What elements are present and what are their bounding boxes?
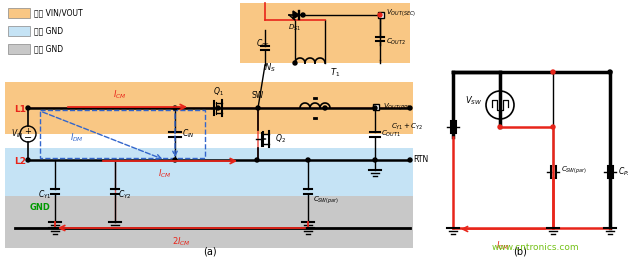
Bar (378, 12, 384, 18)
Text: RTN: RTN (413, 155, 428, 165)
Circle shape (173, 158, 177, 162)
Text: L1: L1 (14, 105, 26, 114)
Circle shape (551, 70, 555, 74)
Circle shape (408, 158, 412, 162)
Circle shape (373, 158, 377, 162)
Text: $I_{DM}$: $I_{DM}$ (70, 132, 84, 144)
Text: $C_{PS}$: $C_{PS}$ (256, 37, 270, 50)
Text: 电源 VIN/VOUT: 电源 VIN/VOUT (34, 9, 83, 17)
Text: L2: L2 (14, 157, 26, 166)
Text: $V_{OUT(SEC)}$: $V_{OUT(SEC)}$ (386, 8, 416, 18)
Bar (8, 8, 30, 18)
Text: (a): (a) (203, 247, 217, 257)
Text: (b): (b) (513, 247, 527, 257)
Circle shape (498, 125, 502, 129)
Text: $C_{Y1}+C_{Y2}$: $C_{Y1}+C_{Y2}$ (391, 122, 423, 132)
Circle shape (216, 106, 220, 110)
Text: $V_{SW}$: $V_{SW}$ (465, 95, 482, 107)
Text: $C_{IN}$: $C_{IN}$ (182, 128, 195, 140)
Circle shape (301, 13, 305, 17)
Text: $C_{Y2}$: $C_{Y2}$ (118, 189, 131, 201)
Text: $Q_1$: $Q_1$ (212, 86, 224, 98)
Text: $C_{PS}$: $C_{PS}$ (618, 166, 628, 178)
Text: $2I_{CM}$: $2I_{CM}$ (172, 236, 191, 249)
Text: $D_{S1}$: $D_{S1}$ (288, 23, 301, 33)
Bar (5, 196, 413, 248)
Circle shape (255, 158, 259, 162)
Text: $I_{CM}$: $I_{CM}$ (113, 88, 127, 101)
Text: $V_{OUT(PRI)}$: $V_{OUT(PRI)}$ (383, 102, 411, 112)
Text: $V_{IN}$: $V_{IN}$ (11, 128, 24, 140)
Circle shape (26, 158, 30, 162)
Circle shape (323, 106, 327, 110)
Bar (5, 148, 413, 196)
Circle shape (173, 106, 177, 110)
Text: −: − (24, 133, 32, 143)
Bar (8, 44, 30, 54)
Text: $C_{OUT1}$: $C_{OUT1}$ (381, 129, 401, 139)
Text: www.cntronics.com: www.cntronics.com (491, 243, 579, 251)
Bar (40, 110, 205, 158)
Bar (8, 26, 30, 36)
Circle shape (373, 106, 377, 110)
Circle shape (378, 13, 382, 17)
Text: $Q_2$: $Q_2$ (275, 133, 286, 145)
Circle shape (408, 106, 412, 110)
Text: +: + (24, 127, 31, 135)
Bar (5, 82, 413, 134)
Circle shape (306, 158, 310, 162)
Circle shape (293, 61, 297, 65)
Text: GND: GND (30, 203, 51, 212)
Text: $C_{SW(par)}$: $C_{SW(par)}$ (561, 165, 587, 176)
Text: $I_{CM}$: $I_{CM}$ (496, 240, 510, 252)
Circle shape (256, 106, 260, 110)
Circle shape (26, 106, 30, 110)
Text: $T_1$: $T_1$ (330, 67, 340, 79)
Polygon shape (293, 11, 299, 19)
Circle shape (608, 70, 612, 74)
Text: 底盘 GND: 底盘 GND (34, 44, 63, 54)
Text: $C_{Y1}$: $C_{Y1}$ (38, 189, 51, 201)
Text: $I_{CM}$: $I_{CM}$ (158, 167, 171, 179)
Text: $C_{SW(par)}$: $C_{SW(par)}$ (313, 194, 339, 205)
Text: 电源 GND: 电源 GND (34, 27, 63, 36)
Text: $C_{OUT2}$: $C_{OUT2}$ (386, 37, 406, 47)
Text: SW: SW (252, 91, 264, 100)
Circle shape (551, 125, 555, 129)
Text: $N_S$: $N_S$ (264, 62, 276, 74)
Bar (373, 104, 379, 110)
Bar (240, 3, 410, 63)
